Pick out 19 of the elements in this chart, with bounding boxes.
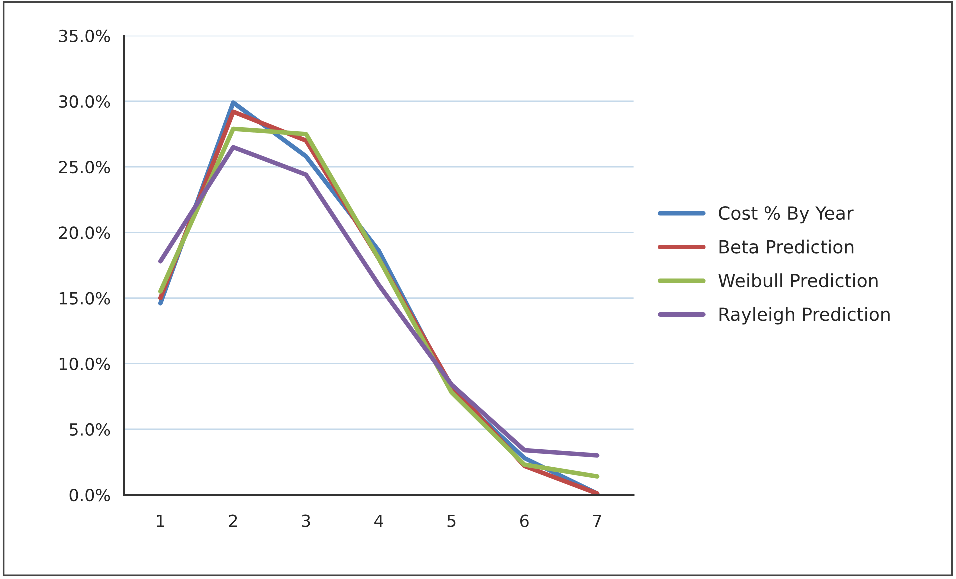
x-tick-label: 7 [593,515,602,528]
legend-label: Weibull Prediction [718,274,878,288]
x-tick-label: 2 [229,514,238,528]
y-tick-label: 0.0% [70,489,110,502]
legend-label: Cost % By Year [719,206,854,224]
y-tick-label: 10.0% [60,358,110,370]
y-tick-label: 20.0% [59,226,110,240]
y-tick-label: 30.0% [59,95,110,108]
x-tick-label: 4 [374,515,384,528]
x-tick-label: 6 [520,514,529,528]
x-tick-label: 5 [448,515,456,528]
legend-label: Beta Prediction [720,240,854,254]
x-tick-label: 1 [157,515,164,528]
legend-label: Rayleigh Prediction [720,307,890,325]
y-tick-label: 25.0% [59,161,110,174]
x-tick-label: 3 [302,514,310,528]
y-tick-label: 5.0% [70,423,110,436]
y-tick-label: 35.0% [59,30,110,42]
y-tick-label: 15.0% [60,292,110,305]
